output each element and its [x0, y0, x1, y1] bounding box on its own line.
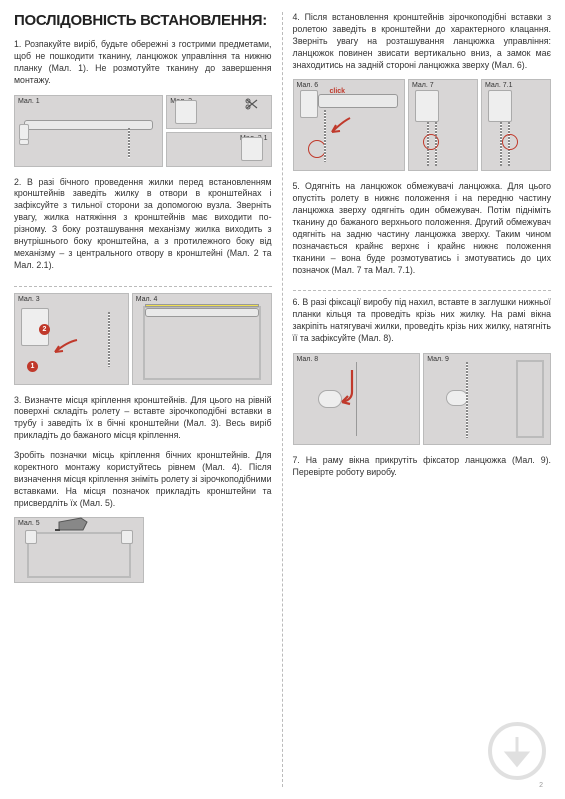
fig-row-5: Мал. 8 Мал. 9 [293, 353, 552, 445]
arrow-icon [338, 368, 366, 408]
bracket-illustration [241, 137, 263, 161]
callout-2: 2 [39, 324, 50, 335]
window-frame-illustration [143, 306, 261, 380]
arrow-icon [49, 338, 79, 358]
left-column: ПОСЛІДОВНІСТЬ ВСТАНОВЛЕННЯ: 1. Розпакуйт… [14, 12, 283, 787]
fig-6-label: Мал. 6 [297, 82, 319, 89]
page-number: 2 [539, 782, 543, 789]
step-6-text: 6. В разі фіксації виробу під нахил, вст… [293, 297, 552, 345]
mechanism-illustration [488, 90, 512, 122]
fig-4-label: Мал. 4 [136, 296, 158, 303]
window-frame-illustration [27, 532, 131, 578]
fig-row-2: Мал. 3 2 1 Мал. 4 [14, 293, 272, 385]
bracket-illustration [25, 530, 37, 544]
roller-illustration [318, 94, 399, 108]
fig-2-1: Мал. 2.1 [166, 132, 271, 167]
fig-4: Мал. 4 [132, 293, 272, 385]
bracket-piece [19, 139, 29, 145]
step-2-text: 2. В разі бічного проведення жилки перед… [14, 177, 272, 272]
fig-7-1: Мал. 7.1 [481, 79, 551, 171]
step-1-text: 1. Розпакуйте виріб, будьте обережні з г… [14, 39, 272, 87]
fig-3-label: Мал. 3 [18, 296, 40, 303]
bracket-illustration [175, 100, 197, 124]
window-frame-illustration [516, 360, 544, 438]
scissors-icon [245, 98, 263, 112]
callout-circle [502, 134, 518, 150]
fig-row-1: Мал. 1 Мал. 2 Мал. 2.1 [14, 95, 272, 167]
watermark-icon [487, 721, 547, 781]
roller-illustration [145, 308, 259, 317]
level-tool-illustration [145, 304, 259, 307]
fig-row-3: Мал. 5 [14, 517, 272, 583]
step-5-text: 5. Одягніть на ланцюжок обмежувачі ланцю… [293, 181, 552, 276]
fig-9: Мал. 9 [423, 353, 551, 445]
section-divider [14, 286, 272, 287]
bracket-illustration [300, 90, 318, 118]
arrow-icon [328, 116, 354, 138]
drill-icon [55, 516, 89, 538]
guide-line [356, 362, 357, 436]
fig-2: Мал. 2 [166, 95, 271, 130]
fig-7: Мал. 7 [408, 79, 478, 171]
fig-1-label: Мал. 1 [18, 98, 40, 105]
chain-illustration [466, 362, 468, 438]
fig-9-label: Мал. 9 [427, 356, 449, 363]
fig-row-4: Мал. 6 click Мал. 7 Мал. 7.1 [293, 79, 552, 171]
chain-illustration [324, 110, 326, 162]
bracket-illustration [121, 530, 133, 544]
step-3a-text: 3. Визначте місця кріплення кронштейнів.… [14, 395, 272, 443]
fig-1: Мал. 1 [14, 95, 163, 167]
step-7-text: 7. На раму вікна прикрутіть фіксатор лан… [293, 455, 552, 479]
callout-1: 1 [27, 361, 38, 372]
fig-7-1-label: Мал. 7.1 [485, 82, 513, 89]
fig-7-label: Мал. 7 [412, 82, 434, 89]
step-3b-text: Зробіть позначки місць кріплення бічних … [14, 450, 272, 509]
fig-6: Мал. 6 click [293, 79, 406, 171]
chain-illustration [128, 128, 130, 158]
fig-8-label: Мал. 8 [297, 356, 319, 363]
right-column: 4. Після встановлення кронштейнів зірочк… [283, 12, 552, 787]
fig-8: Мал. 8 [293, 353, 421, 445]
chain-illustration [108, 312, 110, 367]
page-title: ПОСЛІДОВНІСТЬ ВСТАНОВЛЕННЯ: [14, 12, 272, 29]
section-divider [293, 290, 552, 291]
mechanism-illustration [415, 90, 439, 122]
fig-5-label: Мал. 5 [18, 520, 40, 527]
fig-5: Мал. 5 [14, 517, 144, 583]
roller-illustration [24, 120, 154, 130]
chain-fixer-illustration [446, 390, 468, 406]
step-4-text: 4. Після встановлення кронштейнів зірочк… [293, 12, 552, 71]
click-text: click [330, 88, 346, 95]
fig-3: Мал. 3 2 1 [14, 293, 129, 385]
bracket-piece [19, 124, 29, 140]
